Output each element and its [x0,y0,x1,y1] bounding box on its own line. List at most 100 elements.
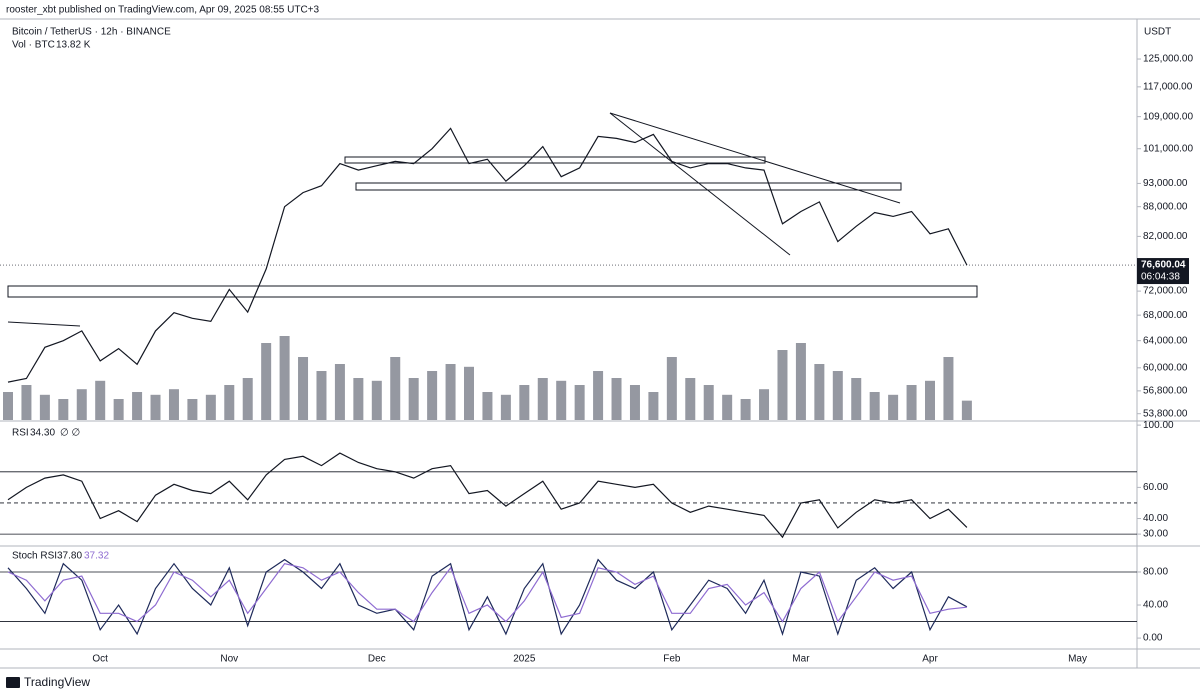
volume-bar [187,399,198,420]
rsi-extra: ∅ ∅ [60,428,80,439]
volume-bar [648,392,659,420]
y-tick-label: 109,000.00 [1143,111,1193,122]
trend-line [7,321,81,327]
volume-bar [482,392,493,420]
y-tick-label: 60.00 [1143,482,1168,493]
volume-bar [888,394,899,420]
volume-bar [390,357,401,420]
volume-bar [925,380,935,420]
trend-line [609,112,791,256]
volume-bar [427,371,438,420]
volume-bar [279,336,290,420]
volume-bar [445,364,456,420]
x-tick-label: May [1068,654,1087,665]
price-line [7,127,968,383]
volume-bar [242,378,253,420]
stoch-legend: Stoch RSI [12,551,57,562]
volume-bar [814,364,825,420]
volume-bar [39,394,50,420]
x-tick-label: Oct [92,654,108,665]
range-box [7,285,978,298]
y-tick-label: 72,000.00 [1143,286,1188,297]
x-tick-label: Mar [792,654,810,665]
volume-bar [961,400,972,420]
volume-bar [353,378,364,420]
volume-bar [113,399,124,420]
volume-bar [759,389,770,420]
volume-bar [795,343,806,420]
volume-bar [629,385,640,420]
y-tick-label: 68,000.00 [1143,310,1188,321]
x-tick-label: 2025 [513,654,536,665]
volume-bar [851,378,862,420]
volume-bar [58,399,69,420]
x-tick-label: Feb [663,654,681,665]
volume-bar [205,394,216,420]
volume-bar [316,371,327,420]
brand: TradingView [24,675,90,689]
x-tick-label: Apr [922,654,938,665]
volume-bar [740,399,751,420]
volume-bar [722,394,733,420]
stoch-d-value: 37.32 [84,551,109,562]
volume-bar [298,357,309,420]
volume-legend: Vol · BTC [12,40,55,51]
volume-bar [685,378,696,420]
stoch-k-value: 37.80 [57,551,82,562]
symbol-title: Bitcoin / TetherUS · 12h · BINANCE [12,27,171,38]
volume-bar [371,380,382,420]
volume-bar [76,389,87,420]
y-tick-label: 101,000.00 [1143,143,1193,154]
volume-bar [593,371,604,420]
volume-bar [408,378,419,420]
range-box [355,182,902,191]
y-tick-label: 82,000.00 [1143,231,1188,242]
y-tick-label: 40.00 [1143,513,1168,524]
series-line [7,563,967,623]
y-tick-label: 0.00 [1143,633,1163,644]
volume-bar [500,394,511,420]
volume-bar [150,394,161,420]
volume-bar [777,350,788,420]
y-tick-label: 88,000.00 [1143,201,1188,212]
y-tick-label: 125,000.00 [1143,54,1193,65]
volume-last: 13.82 K [56,40,91,51]
volume-bar [666,357,677,420]
last-price-label: 76,600.04 [1141,260,1186,271]
rsi-value: 34.30 [30,428,55,439]
volume-bar [95,380,106,420]
y-tick-label: 100.00 [1143,420,1174,431]
countdown: 06:04:38 [1141,272,1180,283]
last-price-badge [1137,258,1189,285]
y-tick-label: 60,000.00 [1143,362,1188,373]
volume-bar [703,385,714,420]
volume-bar [906,385,917,420]
trend-line [609,112,901,204]
volume-bar [334,364,345,420]
y-tick-label: 30.00 [1143,529,1168,540]
y-tick-label: 93,000.00 [1143,178,1188,189]
y-tick-label: 80.00 [1143,567,1168,578]
volume-bar [261,343,272,420]
y-tick-label: 56,800.00 [1143,386,1188,397]
volume-bar [537,378,548,420]
volume-bar [21,385,32,420]
volume-bar [611,378,622,420]
volume-bar [519,385,530,420]
series-line [7,558,968,636]
y-tick-label: 117,000.00 [1143,81,1193,92]
volume-bar [574,385,585,420]
volume-bar [132,392,143,420]
volume-bar [168,389,179,420]
volume-bar [224,385,235,420]
y-tick-label: 40.00 [1143,600,1168,611]
volume-bar [869,392,880,420]
volume-bar [556,380,567,420]
axis-unit: USDT [1144,27,1171,38]
y-tick-label: 64,000.00 [1143,335,1188,346]
volume-bar [3,392,13,420]
logo: TradingView [6,675,90,689]
range-box [344,156,766,164]
